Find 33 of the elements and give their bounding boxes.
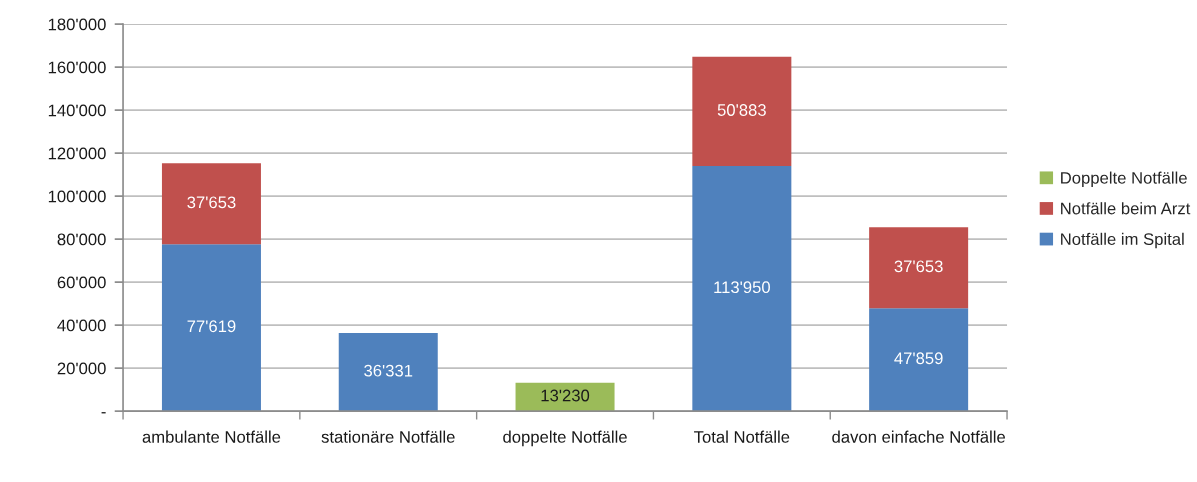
y-tick-label: 100'000 [48,190,106,203]
bar [161,163,261,245]
bar [692,166,792,412]
y-tick-label: 80'000 [57,233,106,246]
legend-label: Notfälle beim Arzt [1061,202,1191,215]
y-tick-label: 20'000 [57,362,106,375]
legend-label: Notfälle im Spital [1061,232,1184,249]
data-label: 36'331 [364,364,413,377]
data-label: 47'859 [894,352,943,365]
data-label: 37'653 [187,196,236,209]
y-tick-label: 140'000 [48,104,106,117]
x-tick-label: doppelte Notfälle [503,430,627,447]
x-tick-label: Total Notfälle [694,430,790,443]
data-label: 50'883 [717,104,766,116]
data-label: 77'619 [187,320,236,333]
y-tick-label: 120'000 [48,147,106,160]
x-tick-label: davon einfache Notfälle [832,430,1005,443]
y-tick-label: 180'000 [48,18,106,31]
y-tick-label: 60'000 [57,276,106,289]
x-tick-label: stationäre Notfälle [321,430,455,443]
bar [869,308,969,412]
data-label: 13'230 [541,389,590,402]
bar [338,333,438,412]
x-tick-label: ambulante Notfälle [142,430,281,443]
y-tick-label: 40'000 [57,319,106,332]
data-label: 37'653 [894,260,943,273]
data-label: 113'950 [714,281,770,294]
bar [869,227,969,309]
bar [692,56,792,167]
y-tick-label: - [101,412,106,414]
y-tick-label: 160'000 [48,61,106,74]
legend-label: Doppelte Notfälle [1061,171,1187,188]
bar [161,244,261,412]
